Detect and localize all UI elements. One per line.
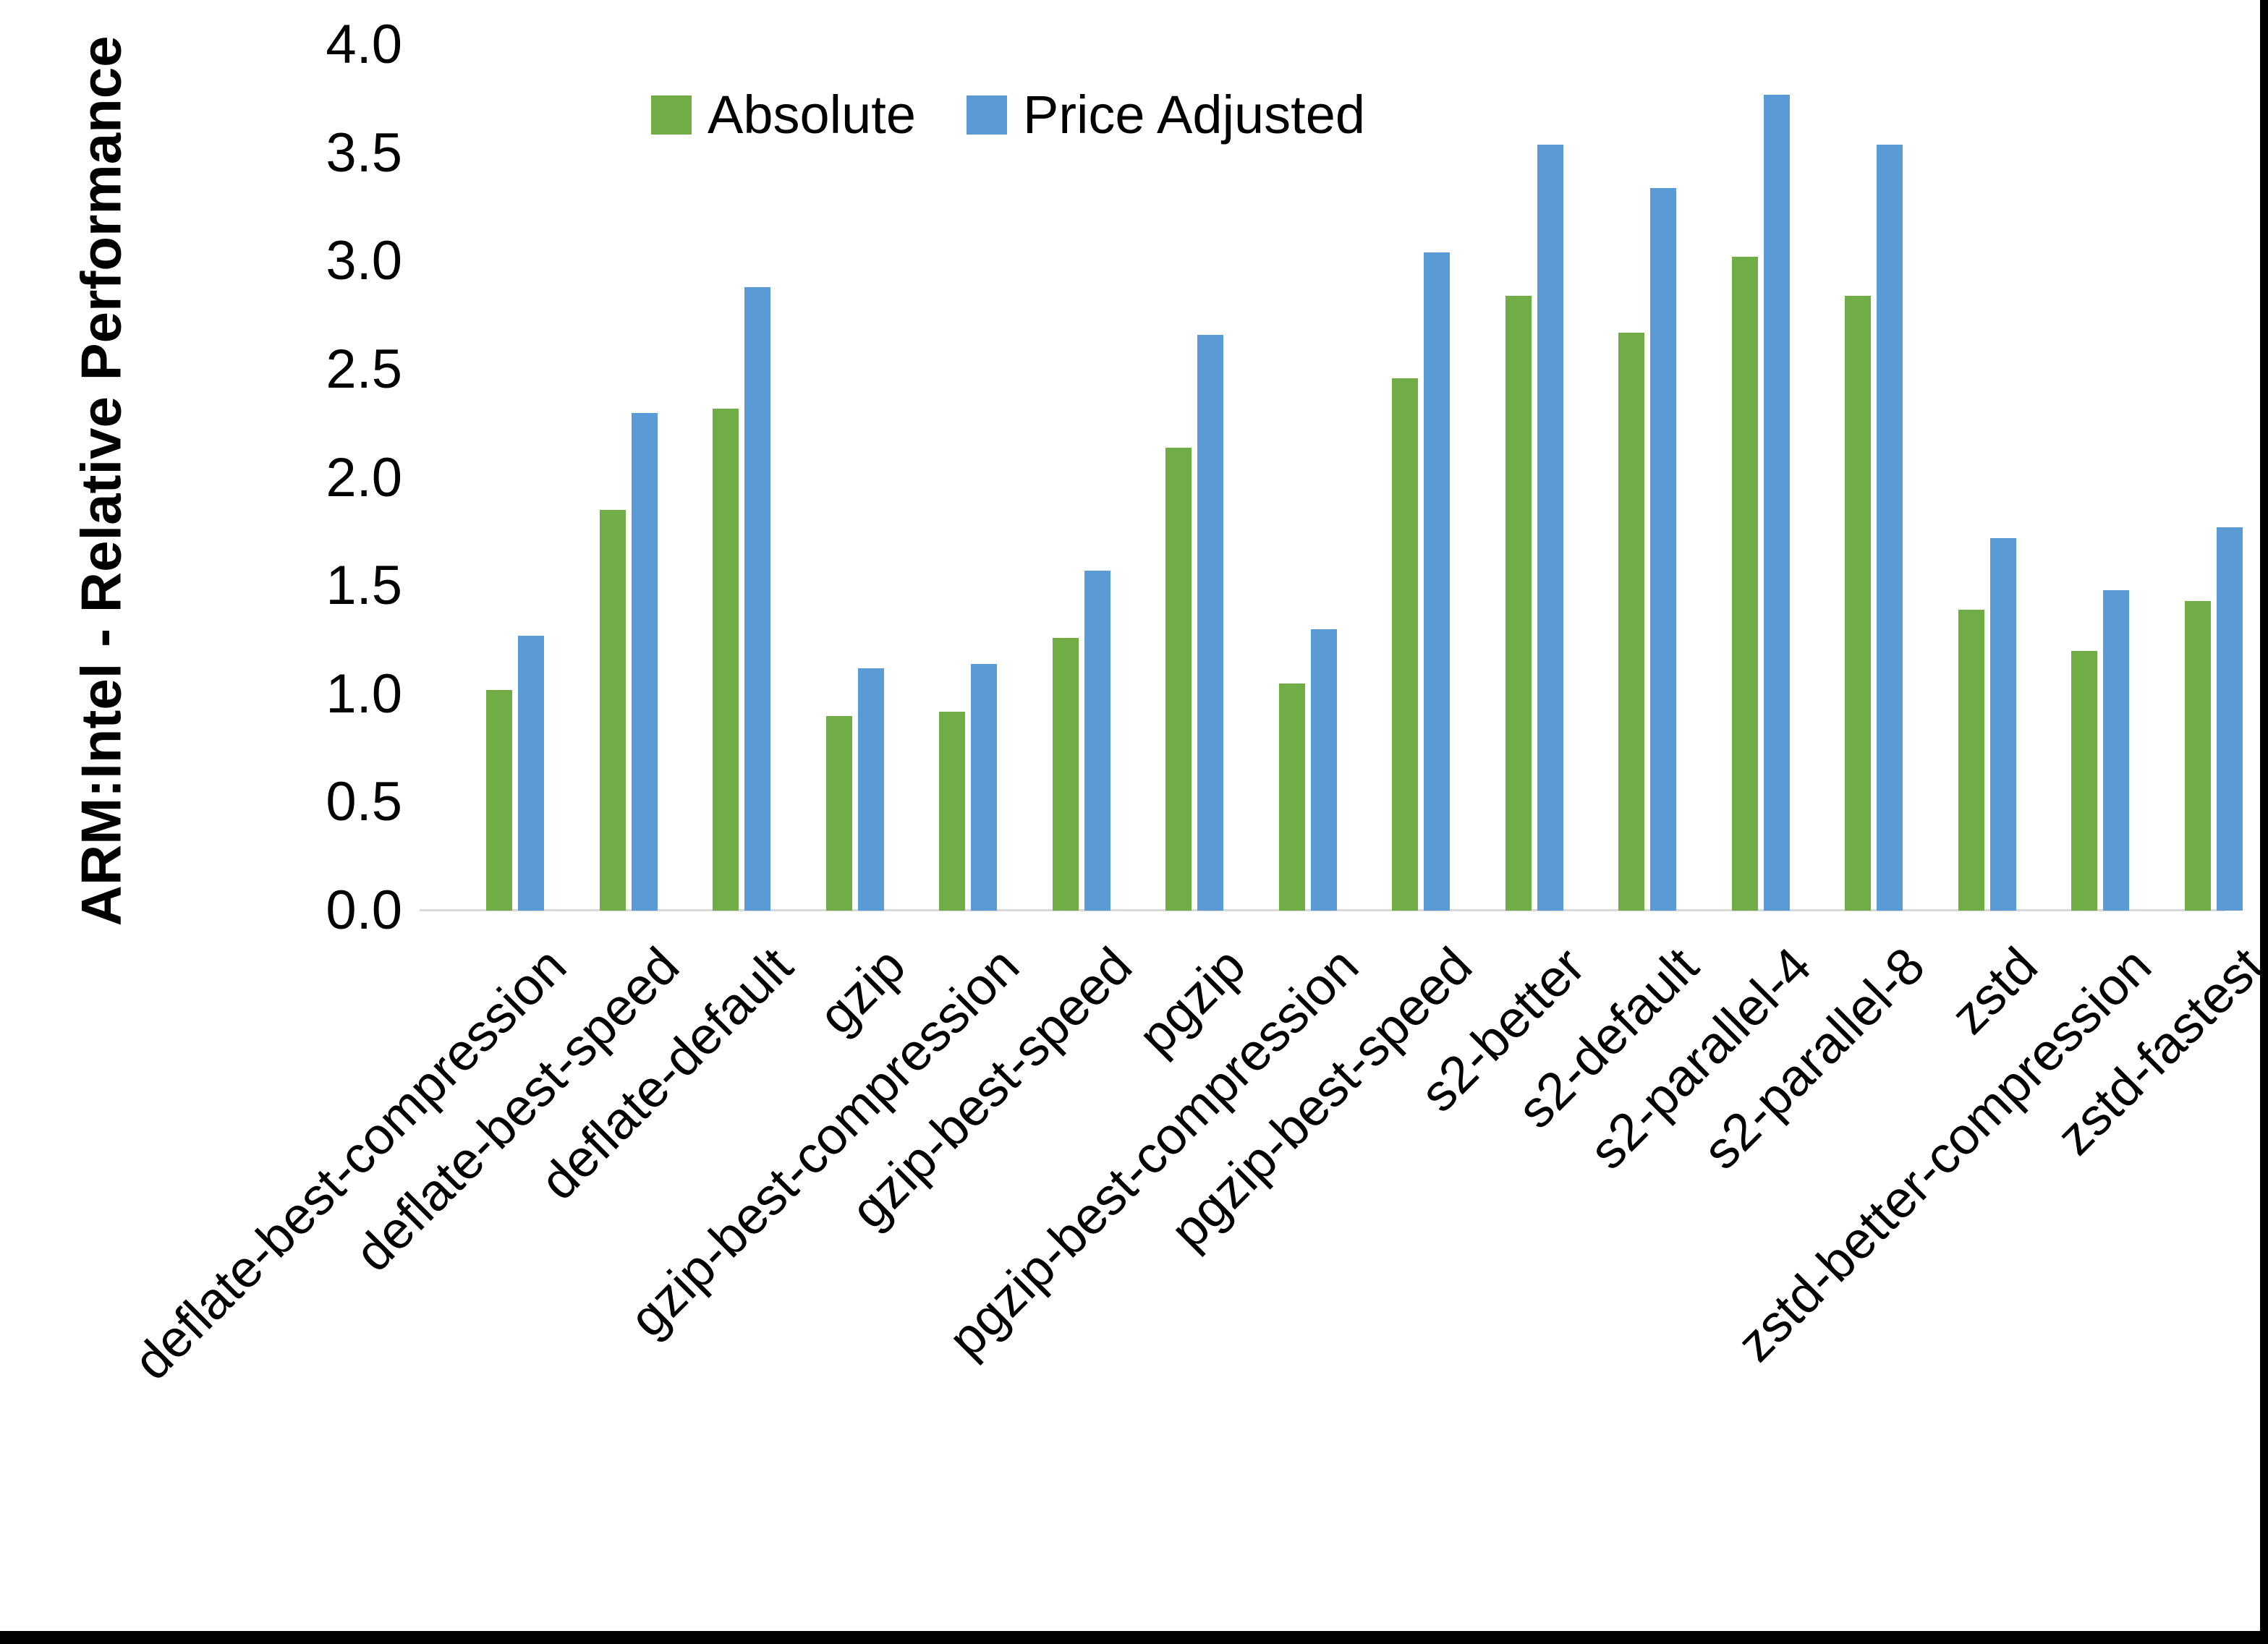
y-tick-label-3.5: 3.5	[326, 122, 402, 184]
bar-absolute-pgzip-best-compression	[1278, 683, 1305, 911]
y-tick-label-0.0: 0.0	[326, 880, 402, 941]
y-tick-label-0.5: 0.5	[326, 771, 402, 833]
bar-absolute-pgzip	[1165, 447, 1192, 911]
legend: Absolute Price Adjusted	[651, 88, 1365, 142]
window-border-right	[2260, 0, 2268, 1644]
legend-item-absolute: Absolute	[651, 88, 916, 142]
y-axis-title: ARM:Intel - Relative Performance	[69, 35, 133, 927]
legend-swatch-icon	[651, 95, 692, 135]
legend-item-price-adjusted: Price Adjusted	[966, 85, 1366, 145]
bar-absolute-deflate-default	[713, 408, 739, 911]
bar-absolute-gzip-best-speed	[1052, 637, 1079, 911]
bar-price-adjusted-zstd	[1989, 538, 2016, 911]
bar-price-adjusted-zstd-better-compression	[2103, 590, 2129, 911]
bar-price-adjusted-gzip-best-compression	[971, 663, 997, 911]
bar-price-adjusted-pgzip-best-compression	[1310, 629, 1337, 911]
bar-absolute-gzip-best-compression	[939, 711, 965, 911]
bar-price-adjusted-gzip-best-speed	[1084, 571, 1110, 911]
bar-price-adjusted-deflate-best-speed	[631, 412, 658, 911]
y-tick-label-1.0: 1.0	[326, 663, 402, 725]
x-category-label-deflate-best-compression: deflate-best-compression	[122, 937, 577, 1392]
bar-absolute-deflate-best-speed	[599, 510, 626, 911]
y-tick-label-2.5: 2.5	[326, 338, 402, 400]
bar-absolute-s2-parallel-4	[1731, 257, 1758, 911]
bar-absolute-gzip	[825, 715, 852, 911]
y-tick-label-3.0: 3.0	[326, 230, 402, 292]
bar-absolute-zstd	[1958, 610, 1984, 911]
bar-price-adjusted-pgzip	[1197, 334, 1223, 911]
bar-absolute-deflate-best-compression	[486, 689, 512, 911]
y-tick-label-4.0: 4.0	[326, 14, 402, 75]
bar-price-adjusted-zstd-fastest	[2216, 527, 2243, 911]
bar-price-adjusted-deflate-best-compression	[518, 635, 544, 911]
bar-price-adjusted-s2-parallel-4	[1763, 94, 1790, 911]
bar-price-adjusted-s2-default	[1650, 187, 1676, 911]
legend-label: Absolute	[708, 85, 916, 145]
bar-absolute-s2-better	[1505, 296, 1532, 911]
legend-label: Price Adjusted	[1022, 85, 1366, 145]
y-tick-label-1.5: 1.5	[326, 555, 402, 617]
bar-price-adjusted-deflate-default	[744, 287, 770, 911]
legend-swatch-icon	[966, 95, 1007, 135]
bar-price-adjusted-pgzip-best-speed	[1424, 252, 1450, 911]
bar-absolute-s2-default	[1618, 333, 1644, 911]
y-tick-label-2.0: 2.0	[326, 446, 402, 508]
window-border-bottom	[0, 1631, 2268, 1644]
bar-absolute-zstd-better-compression	[2071, 650, 2097, 911]
bar-absolute-pgzip-best-speed	[1392, 378, 1418, 911]
bar-absolute-zstd-fastest	[2184, 601, 2211, 911]
bar-price-adjusted-s2-parallel-8	[1877, 144, 1903, 911]
bar-price-adjusted-s2-better	[1537, 144, 1563, 911]
bar-absolute-s2-parallel-8	[1845, 296, 1871, 911]
bar-price-adjusted-gzip	[857, 668, 884, 911]
